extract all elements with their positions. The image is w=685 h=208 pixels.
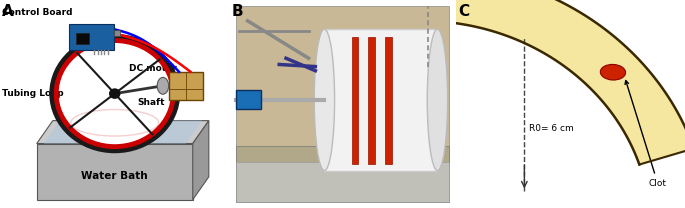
Polygon shape: [236, 146, 449, 202]
Text: Tubing Loop: Tubing Loop: [2, 89, 64, 98]
Polygon shape: [44, 121, 202, 144]
Text: R0= 6 cm: R0= 6 cm: [529, 124, 574, 134]
Ellipse shape: [427, 29, 447, 171]
Text: Forward
meniscus: Forward meniscus: [0, 207, 1, 208]
Polygon shape: [236, 6, 449, 202]
Ellipse shape: [600, 64, 625, 80]
Ellipse shape: [157, 77, 169, 94]
Polygon shape: [192, 121, 209, 200]
Polygon shape: [68, 24, 114, 50]
Text: Water Bath: Water Bath: [82, 171, 148, 181]
Text: C: C: [458, 4, 469, 19]
Polygon shape: [37, 121, 209, 144]
Text: DC motor: DC motor: [129, 64, 176, 73]
Ellipse shape: [314, 29, 334, 171]
Polygon shape: [114, 30, 121, 36]
Circle shape: [56, 41, 173, 147]
Polygon shape: [236, 162, 449, 202]
Polygon shape: [236, 90, 261, 109]
Polygon shape: [37, 144, 192, 200]
Text: Clot: Clot: [625, 80, 667, 188]
Polygon shape: [169, 72, 203, 100]
Polygon shape: [386, 37, 393, 164]
Text: A: A: [2, 4, 14, 19]
Text: Control Board: Control Board: [2, 8, 73, 17]
Text: Shaft: Shaft: [138, 98, 165, 107]
Polygon shape: [369, 37, 375, 164]
Polygon shape: [325, 29, 438, 171]
Text: B: B: [232, 4, 243, 19]
Polygon shape: [429, 0, 685, 165]
Circle shape: [110, 89, 120, 98]
Polygon shape: [76, 33, 90, 44]
Polygon shape: [351, 37, 358, 164]
